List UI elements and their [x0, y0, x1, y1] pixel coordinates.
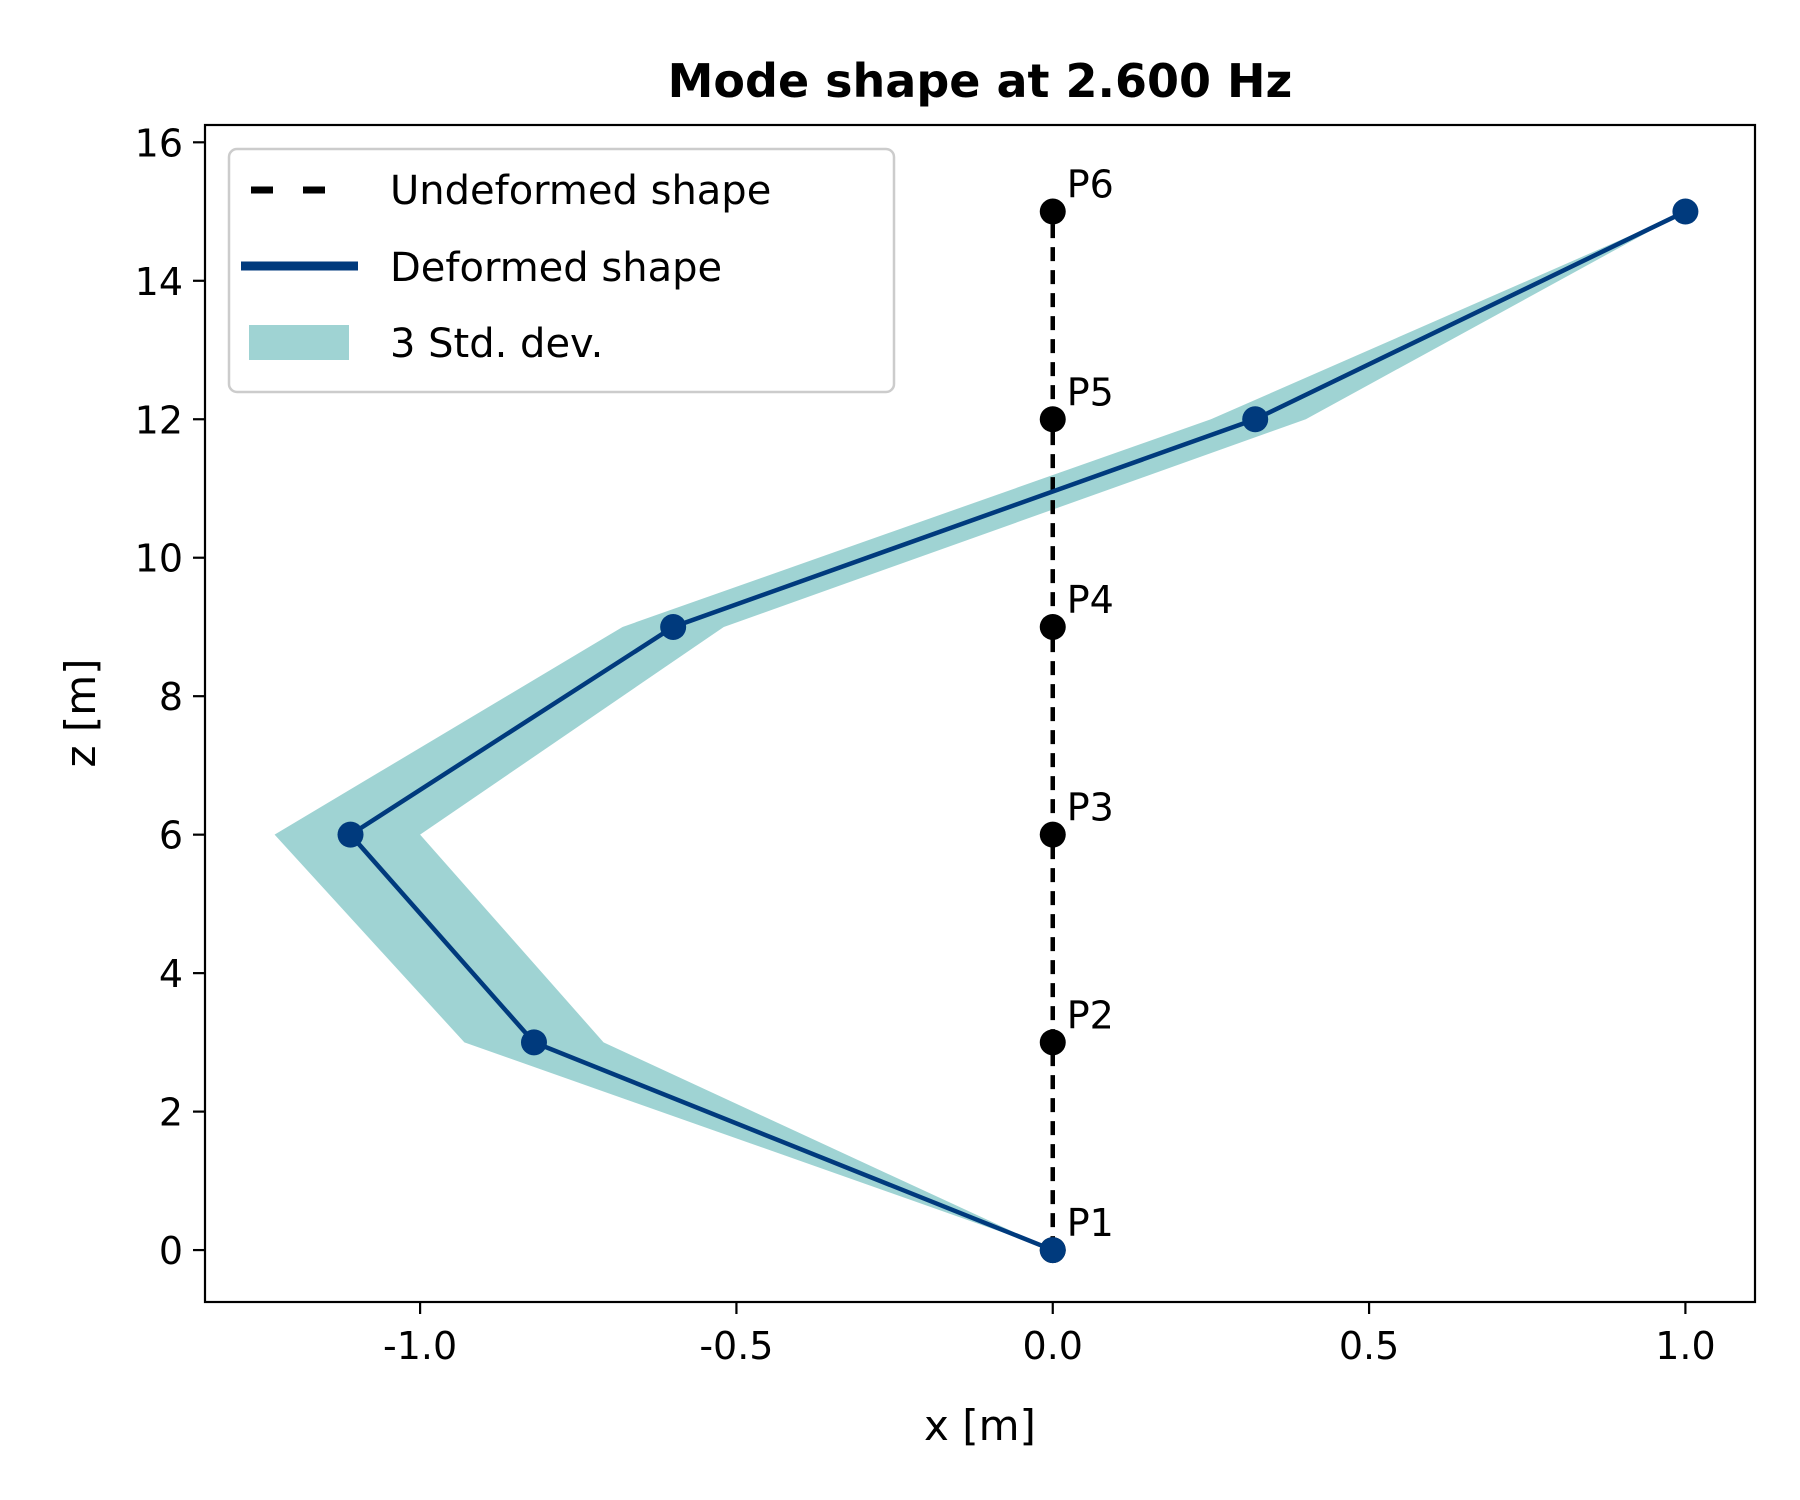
legend-box	[227, 147, 896, 394]
legend-deformed-label: Deformed shape	[390, 245, 722, 291]
y-tick-label: 4	[159, 952, 183, 996]
deformed-point	[660, 613, 687, 640]
point-label: P5	[1067, 370, 1114, 414]
x-axis: -1.0 -0.5 0.0 0.5 1.0	[383, 1302, 1716, 1368]
legend: Undeformed shape Deformed shape 3 Std. d…	[227, 147, 896, 394]
point-label: P3	[1067, 786, 1114, 830]
undeformed-point	[1039, 198, 1066, 225]
std-dev-band	[274, 211, 1686, 1251]
undeformed-point	[1039, 1029, 1066, 1056]
x-tick-label: 0.5	[1339, 1324, 1399, 1368]
y-tick-label: 16	[135, 121, 183, 165]
deformed-point	[1672, 198, 1699, 225]
x-tick-label: -0.5	[699, 1324, 773, 1368]
y-tick-label: 14	[135, 260, 183, 304]
x-tick-label: 0.0	[1023, 1324, 1083, 1368]
point-label: P6	[1067, 163, 1114, 207]
y-tick-label: 2	[159, 1091, 183, 1135]
undeformed-point	[1039, 821, 1066, 848]
undeformed-point	[1039, 406, 1066, 433]
y-tick-label: 8	[159, 675, 183, 719]
point-label: P4	[1067, 578, 1114, 622]
x-tick-label: -1.0	[383, 1324, 457, 1368]
point-label: P2	[1067, 993, 1114, 1037]
deformed-layer	[337, 198, 1699, 1264]
y-axis-label: z [m]	[56, 658, 105, 767]
x-tick-label: 1.0	[1655, 1324, 1715, 1368]
x-axis-label: x [m]	[924, 1401, 1036, 1450]
y-tick-label: 6	[159, 814, 183, 858]
y-tick-label: 10	[135, 537, 183, 581]
deformed-point	[1242, 406, 1269, 433]
y-tick-label: 0	[159, 1229, 183, 1273]
deformed-point	[520, 1029, 547, 1056]
deformed-line	[347, 209, 1687, 1253]
y-axis: 0 2 4 6 8 10 12 14 16	[135, 121, 205, 1273]
undeformed-point	[1039, 613, 1066, 640]
y-tick-label: 12	[135, 398, 183, 442]
point-label: P1	[1067, 1201, 1114, 1245]
std-dev-band-layer	[274, 211, 1686, 1251]
legend-undeformed-label: Undeformed shape	[390, 168, 771, 214]
deformed-point	[1039, 1237, 1066, 1264]
deformed-point	[337, 821, 364, 848]
plot-frame	[203, 123, 1757, 1304]
legend-band-label: 3 Std. dev.	[390, 321, 603, 367]
point-label-layer: P1 P2 P3 P4 P5 P6	[1067, 163, 1114, 1246]
chart-title: Mode shape at 2.600 Hz	[668, 54, 1293, 108]
legend-band-swatch	[249, 325, 349, 360]
